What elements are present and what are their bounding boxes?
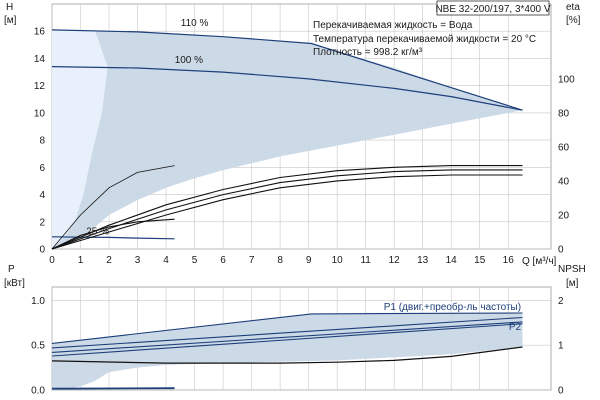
power-tick-label-2: 1.0	[31, 296, 45, 307]
flow-axis-label: Q [м³/ч]	[522, 256, 557, 267]
flow-tick-label-1: 1	[78, 255, 84, 266]
flow-tick-label-5: 5	[192, 255, 198, 266]
flow-tick-label-11: 11	[360, 255, 371, 266]
eta-curve-2	[51, 169, 523, 250]
eta-tick-label-2: 40	[558, 176, 570, 187]
power-curve-4	[51, 387, 175, 390]
power-curve-label-p2: P2	[509, 322, 522, 333]
head-tick-label-7: 14	[34, 54, 46, 65]
power-curve-0	[51, 312, 523, 344]
head-curve-2	[51, 236, 175, 240]
flow-tick-label-8: 8	[277, 255, 283, 266]
eta-tick-label-0: 0	[558, 245, 564, 256]
power-axis-title: P	[8, 264, 15, 275]
eta-curve-3	[51, 174, 523, 250]
npsh-curve-0	[51, 346, 523, 364]
npsh-tick-label-1: 1	[558, 341, 564, 352]
power-tick-label-1: 0.5	[31, 341, 45, 352]
head-axis-unit: [м]	[4, 15, 17, 26]
eta-tick-label-5: 100	[558, 74, 575, 85]
head-tick-label-8: 16	[34, 27, 46, 38]
head-low-flow-region	[52, 29, 108, 250]
head-tick-label-2: 4	[39, 190, 45, 201]
head-axis-title: H	[6, 2, 13, 13]
flow-tick-label-16: 16	[503, 255, 515, 266]
eta-tick-label-1: 20	[558, 210, 570, 221]
eta-tick-label-3: 60	[558, 142, 570, 153]
flow-tick-label-12: 12	[389, 255, 401, 266]
pump-title: NBE 32-200/197, 3*400 V	[435, 4, 550, 15]
info-line-density: Плотность = 998.2 кг/м³	[313, 47, 423, 58]
head-curves: 110 % 100 % 25 %	[51, 18, 523, 250]
npsh-axis-unit: [м]	[566, 278, 579, 289]
power-curve-3	[51, 323, 523, 357]
head-tick-label-6: 12	[34, 81, 46, 92]
info-line-temperature: Температура перекачиваемой жидкости = 20…	[313, 34, 536, 45]
npsh-axis-title: NPSH	[558, 264, 586, 275]
head-tick-label-4: 8	[39, 136, 45, 147]
power-axis-unit: [кВт]	[4, 278, 25, 289]
flow-tick-label-14: 14	[446, 255, 458, 266]
power-npsh-panel: P1 (двиг.+преобр-ль частоты)P2 0.00.51.0…	[4, 264, 586, 397]
head-tick-label-5: 10	[34, 108, 46, 119]
eta-axis-unit: [%]	[566, 15, 581, 26]
pump-title-box	[436, 0, 550, 16]
npsh-tick-label-0: 0	[558, 386, 564, 397]
flow-tick-label-9: 9	[306, 255, 312, 266]
eta-curve-0	[51, 165, 175, 250]
eta-curve-1	[51, 165, 523, 250]
head-curve-label-2: 25 %	[86, 226, 109, 237]
flow-tick-label-15: 15	[474, 255, 486, 266]
head-curve-label-0: 110 %	[181, 18, 209, 29]
head-curve-1	[51, 66, 523, 111]
flow-tick-label-2: 2	[106, 255, 112, 266]
head-tick-labels: 0 1 2 3 4 5 6 7 8 9 10 11 12 13 14 15 160246810121416020…	[34, 27, 575, 266]
flow-tick-label-7: 7	[249, 255, 255, 266]
power-curve-label-p1: P1 (двиг.+преобр-ль частоты)	[384, 301, 521, 313]
power-curve-1	[51, 316, 523, 349]
flow-tick-label-6: 6	[220, 255, 226, 266]
head-eta-panel: 110 %100 %25 % 0 1 2 3 4 5 6 7 8 9 10 11 12 13 14 15 160…	[4, 0, 581, 267]
flow-tick-label-4: 4	[163, 255, 169, 266]
head-operating-regions	[52, 29, 523, 250]
flow-tick-label-10: 10	[332, 255, 344, 266]
eta-tick-label-4: 80	[558, 108, 570, 119]
head-operating-region	[52, 29, 523, 250]
eta-axis-title: eta	[566, 2, 580, 13]
flow-tick-label-3: 3	[135, 255, 141, 266]
power-curve-2	[51, 321, 523, 353]
flow-tick-label-0: 0	[49, 255, 55, 266]
power-tick-label-0: 0.0	[31, 386, 45, 397]
head-tick-label-3: 6	[39, 163, 45, 174]
eta-curve-4	[51, 218, 175, 250]
head-tick-label-0: 0	[39, 245, 45, 256]
head-curve-label-1: 100 %	[175, 55, 203, 66]
flow-tick-label-13: 13	[417, 255, 429, 266]
power-tick-labels: 0.0 0.5 1.0 0 1 2	[31, 296, 564, 397]
npsh-tick-label-2: 2	[558, 296, 564, 307]
info-line-liquid: Перекачиваемая жидкость = Вода	[313, 20, 473, 31]
head-curve-0	[51, 29, 523, 111]
power-curves: P1 (двиг.+преобр-ль частоты) P2	[51, 301, 523, 390]
head-tick-label-1: 2	[39, 217, 45, 228]
